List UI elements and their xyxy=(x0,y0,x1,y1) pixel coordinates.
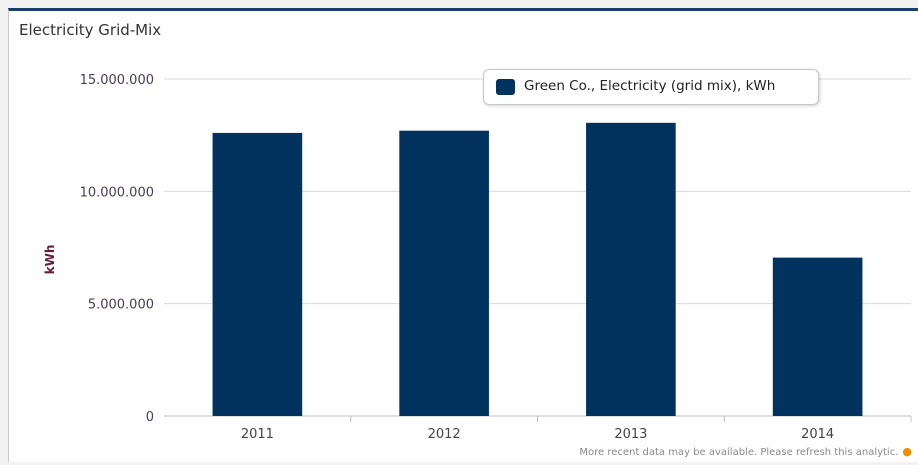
bar xyxy=(399,130,489,416)
chart-panel: Electricity Grid-Mix 0 5.000.000 10.000.00… xyxy=(8,8,918,462)
bar-chart: 0 5.000.000 10.000.000 15.000.000 kWh 2011 201… xyxy=(43,73,912,442)
status-dot-icon: ● xyxy=(902,445,912,458)
y-axis-title: kWh xyxy=(43,245,57,275)
bar xyxy=(212,132,303,417)
x-tick-label: 2014 xyxy=(801,427,834,442)
x-tick-label: 2013 xyxy=(614,427,647,442)
legend-label: Green Co., Electricity (grid mix), kWh xyxy=(524,78,776,94)
y-tick-label: 10.000.000 xyxy=(80,185,154,200)
footnote-text: More recent data may be available. Pleas… xyxy=(579,447,899,458)
legend-swatch xyxy=(496,79,515,95)
chart-legend[interactable]: Green Co., Electricity (grid mix), kWh xyxy=(483,69,819,105)
bar xyxy=(772,257,863,416)
y-tick-label: 15.000.000 xyxy=(80,73,154,88)
y-tick-label: 5.000.000 xyxy=(88,298,154,313)
x-tick-label: 2011 xyxy=(241,427,274,442)
x-tick-label: 2012 xyxy=(428,427,461,442)
refresh-footnote: More recent data may be available. Pleas… xyxy=(579,445,912,458)
y-tick-label: 0 xyxy=(146,410,154,425)
bar xyxy=(586,122,676,416)
panel-title: Electricity Grid-Mix xyxy=(19,21,162,39)
